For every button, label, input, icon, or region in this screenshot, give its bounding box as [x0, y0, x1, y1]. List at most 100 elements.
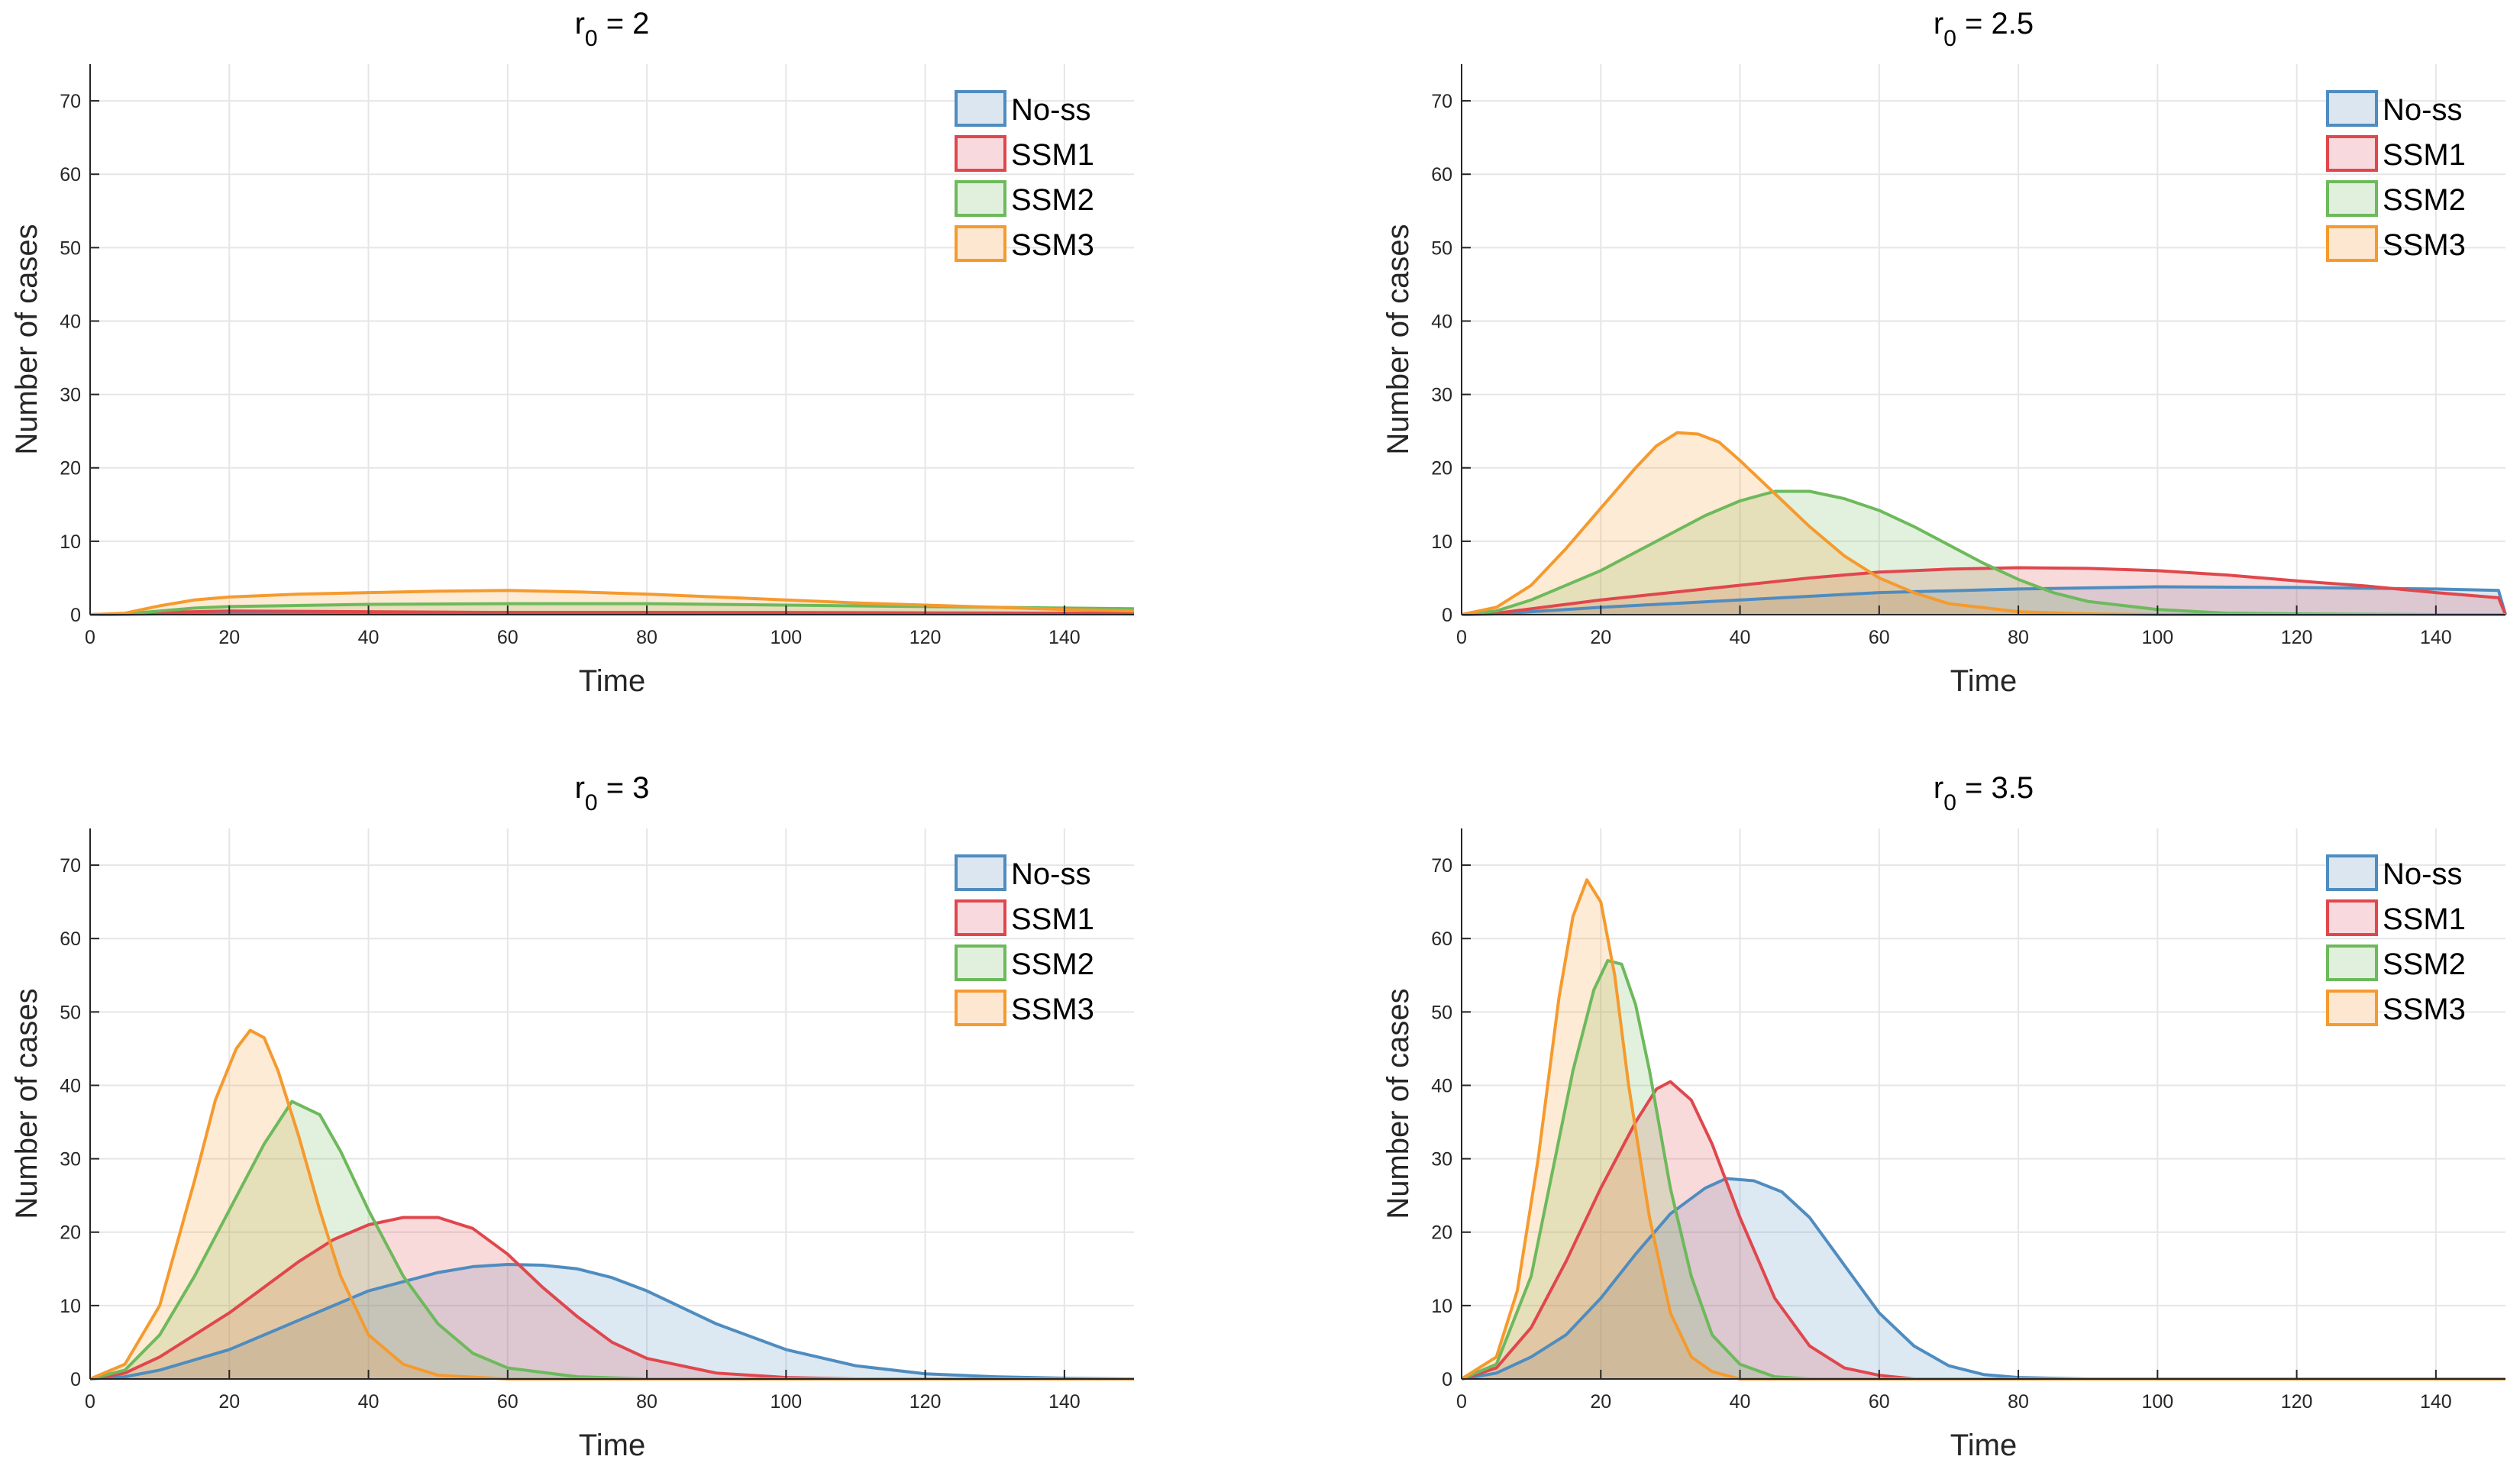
- panel-title: r0 = 2.5: [1934, 7, 2034, 51]
- legend-label-no-ss: No-ss: [2383, 93, 2462, 127]
- panel-title: r0 = 3: [575, 771, 650, 815]
- legend-swatch-ssm3: [955, 990, 1006, 1026]
- x-tick-label: 60: [1869, 1391, 1890, 1413]
- y-tick-label: 40: [60, 1075, 81, 1096]
- y-tick-label: 60: [60, 164, 81, 186]
- y-tick-label: 30: [60, 1149, 81, 1171]
- x-tick-label: 120: [909, 1391, 942, 1413]
- x-tick-label: 140: [1048, 1391, 1081, 1413]
- area-fill-ssm2: [90, 1101, 1134, 1379]
- series-line-no-ss: [1461, 1177, 2505, 1380]
- series-line-no-ss: [89, 1263, 1135, 1380]
- series-line-ssm1: [89, 1216, 1134, 1380]
- x-tick-label: 40: [1730, 1391, 1751, 1413]
- x-tick-label: 60: [1869, 627, 1890, 648]
- x-tick-label: 80: [636, 627, 657, 648]
- y-tick-label: 20: [1431, 1222, 1452, 1244]
- area-fill-ssm1: [1462, 1081, 2505, 1379]
- x-tick-label: 0: [1456, 1391, 1467, 1413]
- x-tick-label: 40: [358, 627, 380, 648]
- x-tick-label: 120: [2281, 627, 2313, 648]
- x-axis-label: Time: [1950, 1429, 2017, 1462]
- y-tick-label: 0: [70, 1369, 81, 1390]
- legend-label-ssm1: SSM1: [1011, 138, 1094, 172]
- legend-swatch-ssm3: [955, 225, 1006, 262]
- series-line-ssm3: [1461, 431, 2505, 616]
- y-tick-label: 20: [60, 458, 81, 480]
- legend-label-ssm3: SSM3: [2383, 228, 2466, 262]
- legend-swatch-ssm2: [2326, 180, 2378, 217]
- y-axis-label: Number of cases: [10, 988, 44, 1219]
- area-fill-ssm3: [1462, 880, 2505, 1379]
- legend-swatch-no-ss: [955, 854, 1006, 891]
- y-tick-label: 10: [1431, 531, 1452, 553]
- area-fill-no-ss: [1462, 1178, 2505, 1379]
- series-line-no-ss: [1461, 585, 2507, 616]
- x-tick-label: 100: [2141, 1391, 2173, 1413]
- x-tick-label: 140: [2420, 627, 2452, 648]
- x-tick-label: 100: [2141, 627, 2173, 648]
- legend-swatch-ssm1: [2326, 899, 2378, 936]
- legend-swatch-ssm1: [955, 899, 1006, 936]
- y-tick-label: 20: [60, 1222, 81, 1244]
- y-tick-label: 0: [70, 605, 81, 626]
- legend-swatch-ssm2: [2326, 945, 2378, 981]
- legend-swatch-ssm2: [955, 180, 1006, 217]
- y-tick-label: 30: [1431, 1149, 1452, 1171]
- panel-title: r0 = 2: [575, 7, 650, 51]
- legend-swatch-ssm1: [955, 135, 1006, 172]
- chart-panel-2: 0 20 40 60 80 100 120 140 0 10 20 30 40 50 60 70 Time Num…: [1381, 7, 2507, 698]
- x-tick-label: 40: [358, 1391, 380, 1413]
- y-tick-label: 70: [1431, 855, 1452, 877]
- x-tick-label: 80: [636, 1391, 657, 1413]
- area-fill-ssm2: [1462, 491, 2505, 615]
- legend-swatch-ssm2: [955, 945, 1006, 981]
- legend-swatch-ssm3: [2326, 990, 2378, 1026]
- y-axis-label: Number of cases: [1381, 224, 1415, 454]
- y-tick-label: 30: [60, 385, 81, 406]
- x-tick-label: 60: [497, 1391, 519, 1413]
- series-line-ssm3: [1460, 878, 2505, 1380]
- series-line-ssm1: [1461, 566, 2507, 616]
- panel-title: r0 = 3.5: [1934, 771, 2034, 815]
- x-axis-label: Time: [1950, 664, 2017, 698]
- legend-label-ssm2: SSM2: [1011, 183, 1094, 217]
- x-tick-label: 40: [1730, 627, 1751, 648]
- y-tick-label: 10: [1431, 1296, 1452, 1317]
- y-tick-label: 30: [1431, 385, 1452, 406]
- y-axis-label: Number of cases: [1381, 988, 1415, 1219]
- legend-label-ssm2: SSM2: [2383, 948, 2466, 981]
- y-tick-label: 70: [1431, 91, 1452, 112]
- area-fill-no-ss: [1462, 586, 2505, 615]
- legend-label-ssm1: SSM1: [1011, 903, 1094, 936]
- y-tick-label: 10: [60, 531, 81, 553]
- legend-label-ssm3: SSM3: [2383, 993, 2466, 1026]
- x-tick-label: 20: [218, 627, 240, 648]
- area-fill-ssm3: [90, 1030, 1134, 1379]
- y-tick-label: 70: [60, 91, 81, 112]
- legend-swatch-no-ss: [955, 90, 1006, 127]
- chart-panel-1: 0 20 40 60 80 100 120 140 0 10 20 30 40 50 60 70 Time Num…: [10, 7, 1135, 698]
- y-tick-label: 0: [1442, 1369, 1452, 1390]
- legend-swatch-no-ss: [2326, 90, 2378, 127]
- series-line-ssm3: [89, 1028, 1134, 1380]
- y-tick-label: 70: [60, 855, 81, 877]
- legend-swatch-ssm1: [2326, 135, 2378, 172]
- y-tick-label: 50: [1431, 1002, 1452, 1023]
- x-tick-label: 0: [1456, 627, 1467, 648]
- legend-label-no-ss: No-ss: [1011, 857, 1090, 891]
- y-tick-label: 0: [1442, 605, 1452, 626]
- legend-label-ssm1: SSM1: [2383, 138, 2466, 172]
- series-line-ssm3: [89, 589, 1135, 616]
- x-tick-label: 0: [85, 627, 95, 648]
- x-tick-label: 120: [2281, 1391, 2313, 1413]
- legend-label-ssm1: SSM1: [2383, 903, 2466, 936]
- area-fill-no-ss: [90, 1264, 1134, 1379]
- series-line-ssm2: [89, 1100, 1134, 1380]
- y-tick-label: 40: [1431, 311, 1452, 332]
- legend-swatch-ssm3: [2326, 225, 2378, 262]
- area-fill-ssm2: [1462, 961, 2505, 1379]
- x-tick-label: 80: [2008, 627, 2029, 648]
- legend-label-no-ss: No-ss: [2383, 857, 2462, 891]
